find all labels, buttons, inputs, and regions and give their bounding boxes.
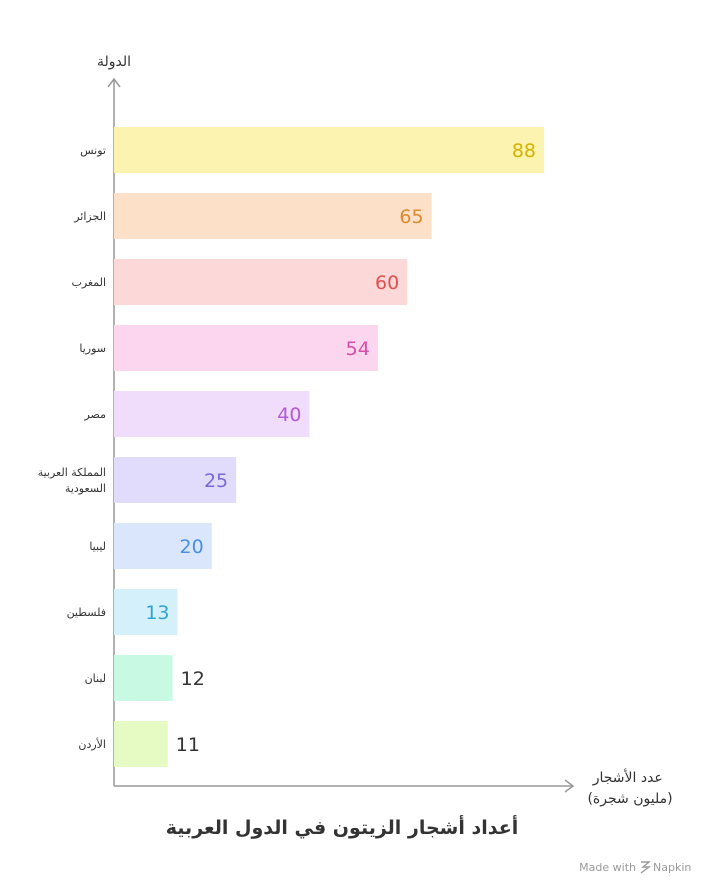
chart-title: أعداد أشجار الزيتون في الدول العربية (166, 815, 518, 839)
bar-3 (114, 325, 378, 371)
bar-7 (114, 589, 178, 635)
bar-2 (114, 259, 408, 305)
bar-9 (114, 721, 168, 767)
category-label-5: المملكة العربية السعودية (38, 466, 106, 495)
category-label-0-line-0: تونس (80, 144, 106, 157)
x-axis-arrow (564, 779, 575, 793)
bar-1 (114, 193, 432, 239)
category-label-7-line-0: فلسطين (67, 606, 106, 619)
category-label-0: تونس (80, 144, 106, 157)
y-axis-arrow (107, 77, 121, 88)
footer-brand: Napkin (653, 861, 691, 874)
bar-value-label-5: 25 (204, 470, 228, 492)
bar-6 (114, 523, 212, 569)
category-label-3: سوريا (79, 342, 106, 355)
category-label-2-line-0: المغرب (72, 276, 107, 289)
category-label-8-line-0: لبنان (85, 672, 106, 685)
category-label-4: مصر (83, 408, 106, 421)
x-axis-title-line2: (مليون شجرة) (587, 791, 672, 807)
bar-5 (114, 457, 237, 503)
bar-value-label-8: 12 (181, 668, 205, 690)
category-label-9-line-0: الأردن (78, 737, 106, 751)
category-label-7: فلسطين (67, 606, 106, 619)
category-label-3-line-0: سوريا (79, 342, 106, 355)
bar-value-label-4: 40 (277, 404, 301, 426)
bar-value-label-2: 60 (375, 272, 399, 294)
bar-8 (114, 655, 173, 701)
x-axis-title: عدد الأشجار (مليون شجرة) (587, 768, 672, 807)
bar-value-label-1: 65 (399, 206, 423, 228)
bar-value-label-7: 13 (145, 602, 169, 624)
bars-group: 88 تونس 65 الجزائر 60 المغرب 54 سوريا 40 مصر 25 الم… (38, 127, 544, 767)
bar-value-label-6: 20 (180, 536, 204, 558)
category-label-5-line-1: السعودية (65, 482, 106, 495)
napkin-logo-icon (640, 861, 652, 874)
category-label-8: لبنان (85, 672, 106, 685)
y-axis-title: الدولة (97, 54, 131, 70)
category-label-6-line-0: ليبيا (89, 540, 106, 553)
category-label-9: الأردن (78, 737, 106, 751)
bar-value-label-3: 54 (346, 338, 370, 360)
category-label-6: ليبيا (89, 540, 106, 553)
footer-made-with: Made with (579, 861, 636, 874)
category-label-5-line-0: المملكة العربية (38, 466, 106, 479)
bar-value-label-0: 88 (512, 140, 536, 162)
category-label-4-line-0: مصر (83, 408, 106, 421)
category-label-2: المغرب (72, 276, 107, 289)
bar-0 (114, 127, 544, 173)
category-label-1-line-0: الجزائر (73, 210, 106, 223)
x-axis-title-line1: عدد الأشجار (592, 768, 663, 786)
bar-value-label-9: 11 (176, 734, 200, 756)
category-label-1: الجزائر (73, 210, 106, 223)
bar-4 (114, 391, 310, 437)
